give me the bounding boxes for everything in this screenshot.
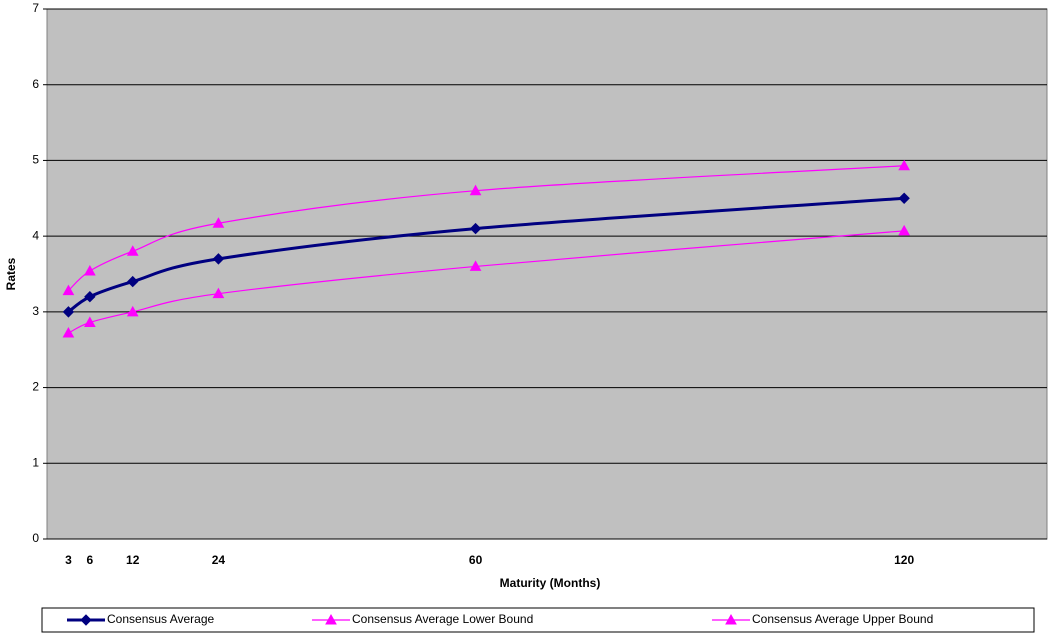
y-tick-label: 6 bbox=[32, 77, 39, 91]
marker bbox=[126, 245, 139, 256]
marker bbox=[84, 316, 96, 327]
marker bbox=[62, 284, 75, 296]
plot-area bbox=[46, 8, 1048, 540]
y-axis-title: Rates bbox=[4, 257, 18, 290]
marker bbox=[127, 275, 139, 288]
legend: Consensus Average Consensus Average Lower… bbox=[41, 607, 1035, 633]
marker bbox=[325, 613, 337, 625]
legend-box bbox=[41, 607, 1035, 633]
y-tick-label: 3 bbox=[32, 304, 39, 318]
y-tick-label: 7 bbox=[32, 1, 39, 15]
marker bbox=[126, 305, 139, 317]
marker bbox=[469, 222, 482, 235]
marker bbox=[212, 287, 225, 299]
y-tick-label: 2 bbox=[32, 380, 39, 394]
y-tick-label: 0 bbox=[32, 531, 39, 545]
legend-label: Consensus Average Lower Bound bbox=[352, 612, 533, 626]
x-tick-label: 6 bbox=[87, 553, 94, 567]
marker bbox=[62, 306, 75, 318]
x-tick-label: 12 bbox=[126, 553, 140, 567]
marker bbox=[62, 327, 75, 338]
legend-label: Consensus Average Upper Bound bbox=[752, 612, 933, 626]
legend-label: Consensus Average bbox=[107, 612, 215, 626]
x-axis-title: Maturity (Months) bbox=[500, 576, 601, 590]
x-tick-label: 3 bbox=[65, 553, 72, 567]
marker bbox=[84, 291, 96, 303]
marker bbox=[898, 224, 910, 236]
y-tick-label: 4 bbox=[32, 228, 39, 242]
y-tick-label: 5 bbox=[32, 153, 39, 167]
marker bbox=[80, 614, 92, 626]
marker bbox=[898, 192, 910, 204]
series-line bbox=[68, 165, 905, 292]
series-line bbox=[68, 230, 905, 334]
marker bbox=[725, 613, 737, 625]
marker bbox=[84, 264, 96, 276]
marker bbox=[898, 159, 910, 171]
marker bbox=[469, 260, 482, 271]
y-tick-label: 1 bbox=[32, 455, 39, 469]
x-tick-label: 24 bbox=[212, 553, 226, 567]
series-line bbox=[67, 196, 905, 314]
marker bbox=[212, 253, 225, 265]
marker bbox=[212, 217, 225, 228]
x-tick-label: 120 bbox=[894, 553, 914, 567]
x-tick-label: 60 bbox=[469, 553, 483, 567]
marker bbox=[469, 184, 482, 196]
